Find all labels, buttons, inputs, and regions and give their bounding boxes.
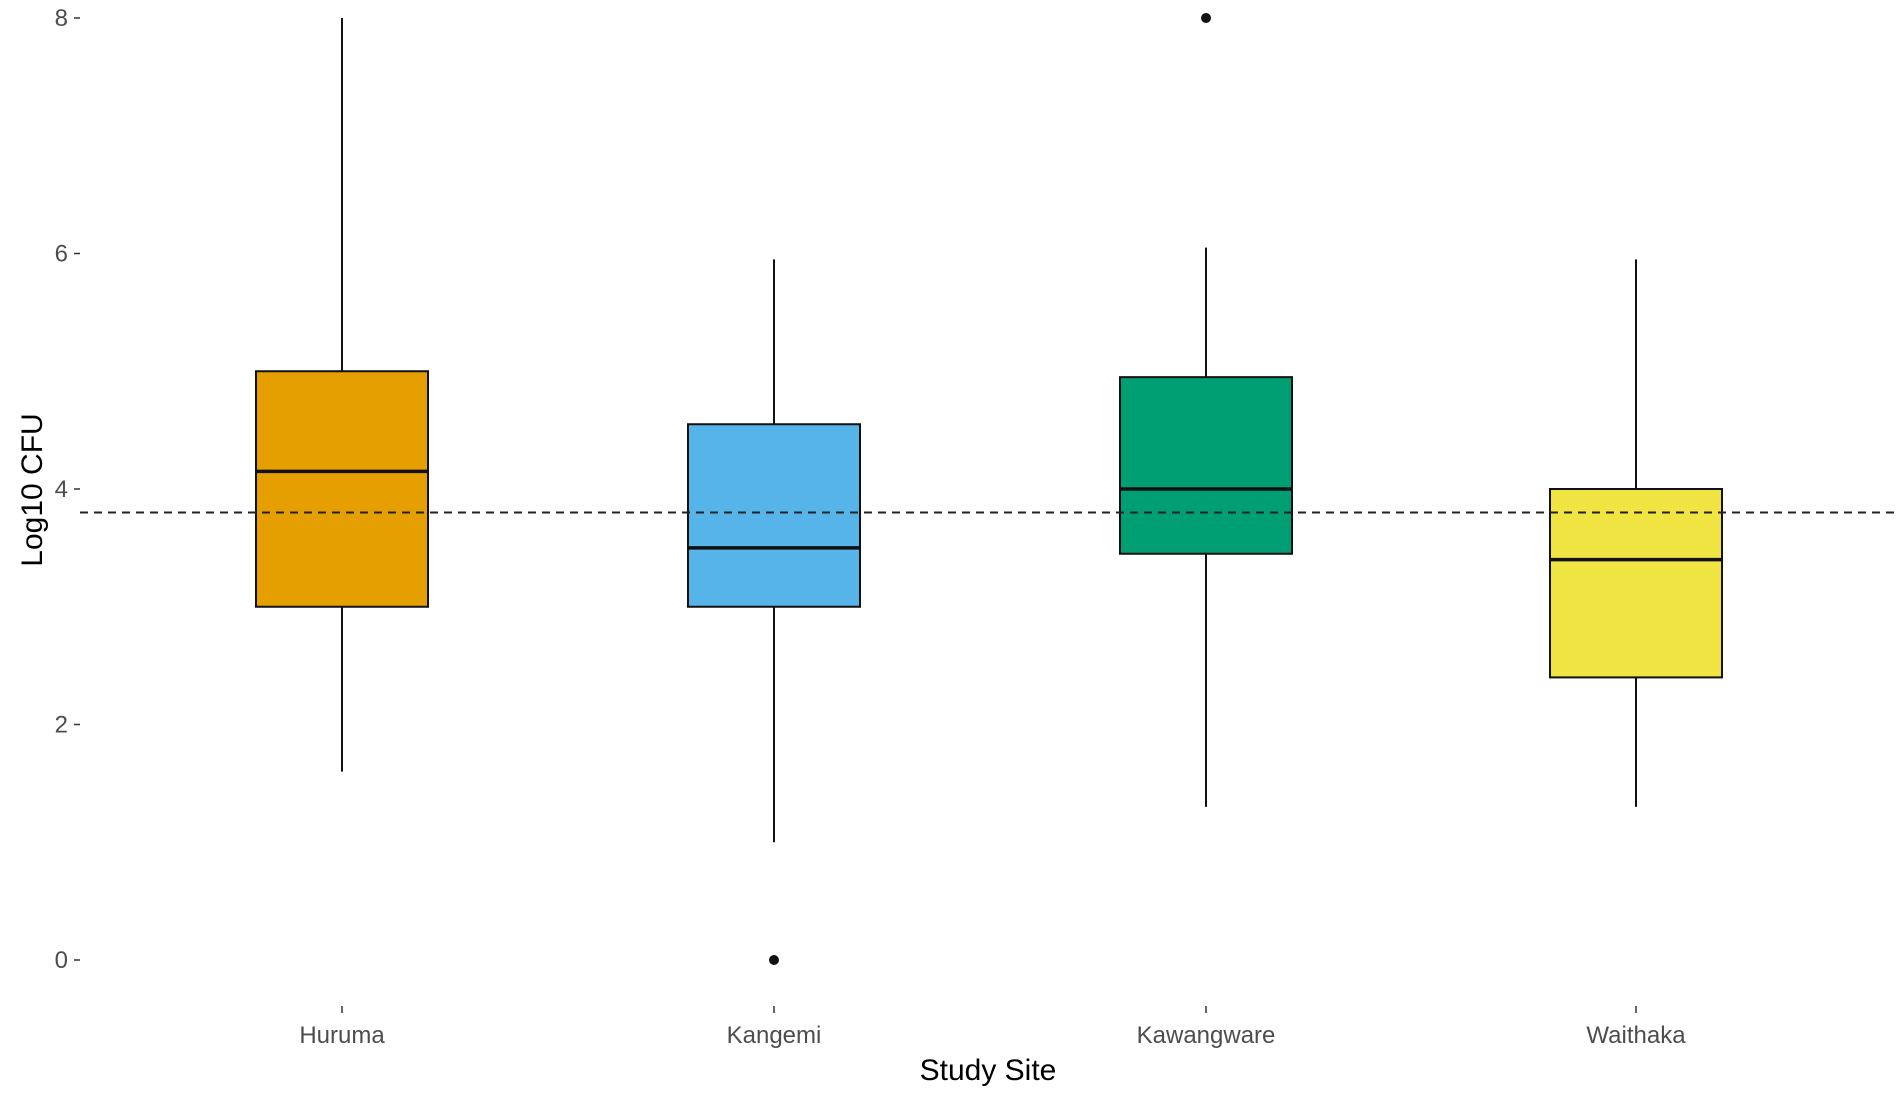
x-axis-title: Study Site: [920, 1054, 1057, 1087]
x-axis: Huruma Kangemi Kawangware Waithaka: [299, 1006, 1686, 1049]
box-huruma: [255, 18, 429, 772]
box-kawangware: [1119, 13, 1293, 807]
x-tick-label: Kangemi: [727, 1022, 822, 1049]
y-tick-label: 2: [55, 712, 68, 739]
y-axis: 0 2 4 6 8: [55, 5, 80, 974]
iqr-box: [1119, 376, 1293, 555]
x-tick-label: Kawangware: [1137, 1022, 1276, 1049]
iqr-box: [255, 370, 429, 608]
x-tick-label: Waithaka: [1586, 1022, 1686, 1049]
outlier-point: [1201, 13, 1211, 23]
outlier-point: [769, 955, 779, 965]
y-tick-label: 8: [55, 5, 68, 32]
iqr-box: [687, 423, 861, 608]
y-axis-title: Log10 CFU: [16, 413, 49, 566]
box-kangemi: [687, 259, 861, 965]
box-waithaka: [1549, 259, 1723, 807]
y-tick-label: 6: [55, 241, 68, 268]
x-tick-label: Huruma: [299, 1022, 385, 1049]
y-tick-label: 4: [55, 476, 68, 503]
y-tick-label: 0: [55, 947, 68, 974]
boxes-layer: [255, 13, 1723, 965]
iqr-box: [1549, 488, 1723, 679]
